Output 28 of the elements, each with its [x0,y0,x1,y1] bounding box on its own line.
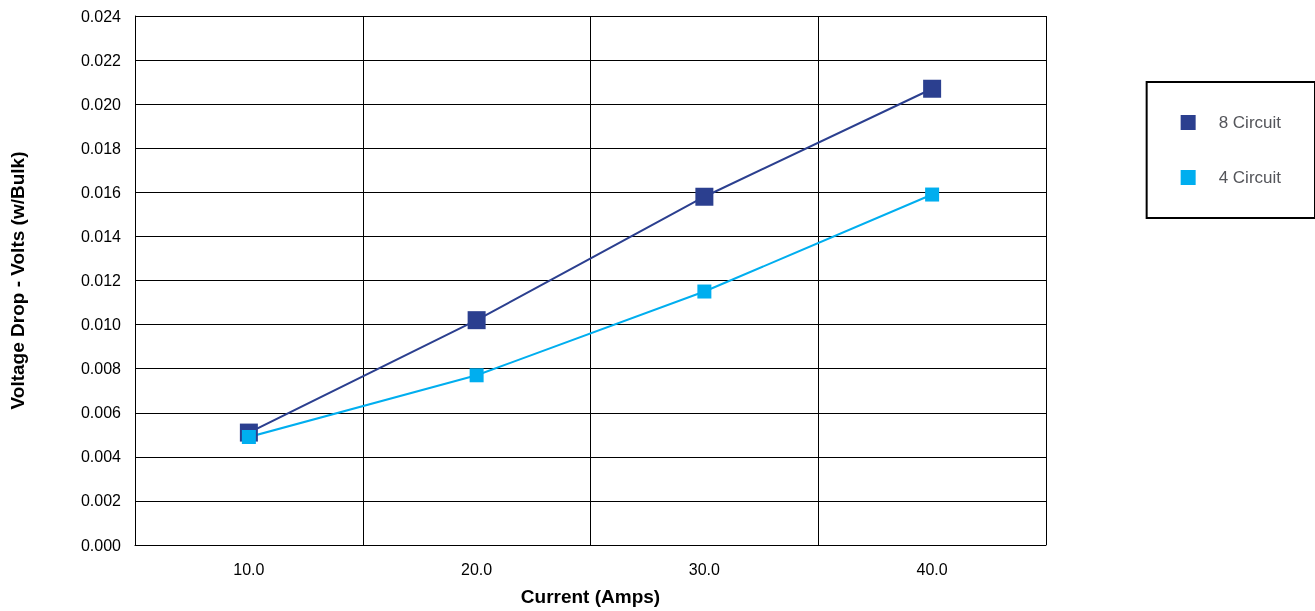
point [925,187,940,202]
y-tick-label: 0.022 [80,51,122,69]
point [923,79,942,98]
y-tick-label: 0.010 [80,316,122,334]
x-tick-label: 20.0 [461,560,493,578]
y-tick-label: 0.008 [80,360,122,378]
y-tick-label: 0.014 [80,227,122,245]
legend-label: 8 Circuit [1218,113,1282,132]
y-tick-label: 0.002 [80,492,122,510]
point [697,284,712,299]
x-tick-label: 30.0 [688,560,721,578]
y-tick-label: 0.016 [80,183,122,201]
x-tick-label: 10.0 [233,560,265,578]
y-tick-label: 0.004 [80,448,122,466]
legend-label: 4 Circuit [1218,168,1282,187]
y-tick-label: 0.020 [80,95,122,113]
y-axis-title: Voltage Drop - Volts (w/Bulk) [7,151,28,410]
point [695,187,714,206]
x-tick-label: 40.0 [916,560,948,578]
y-tick-label: 0.012 [80,272,122,289]
point [469,368,484,383]
x-axis-title: Current (Amps) [520,586,661,607]
y-tick-label: 0.018 [80,139,122,157]
y-tick-label: 0.024 [80,7,122,25]
point [467,311,486,330]
y-tick-label: 0.006 [80,404,122,422]
point [241,430,256,444]
y-tick-label: 0.000 [80,536,122,554]
